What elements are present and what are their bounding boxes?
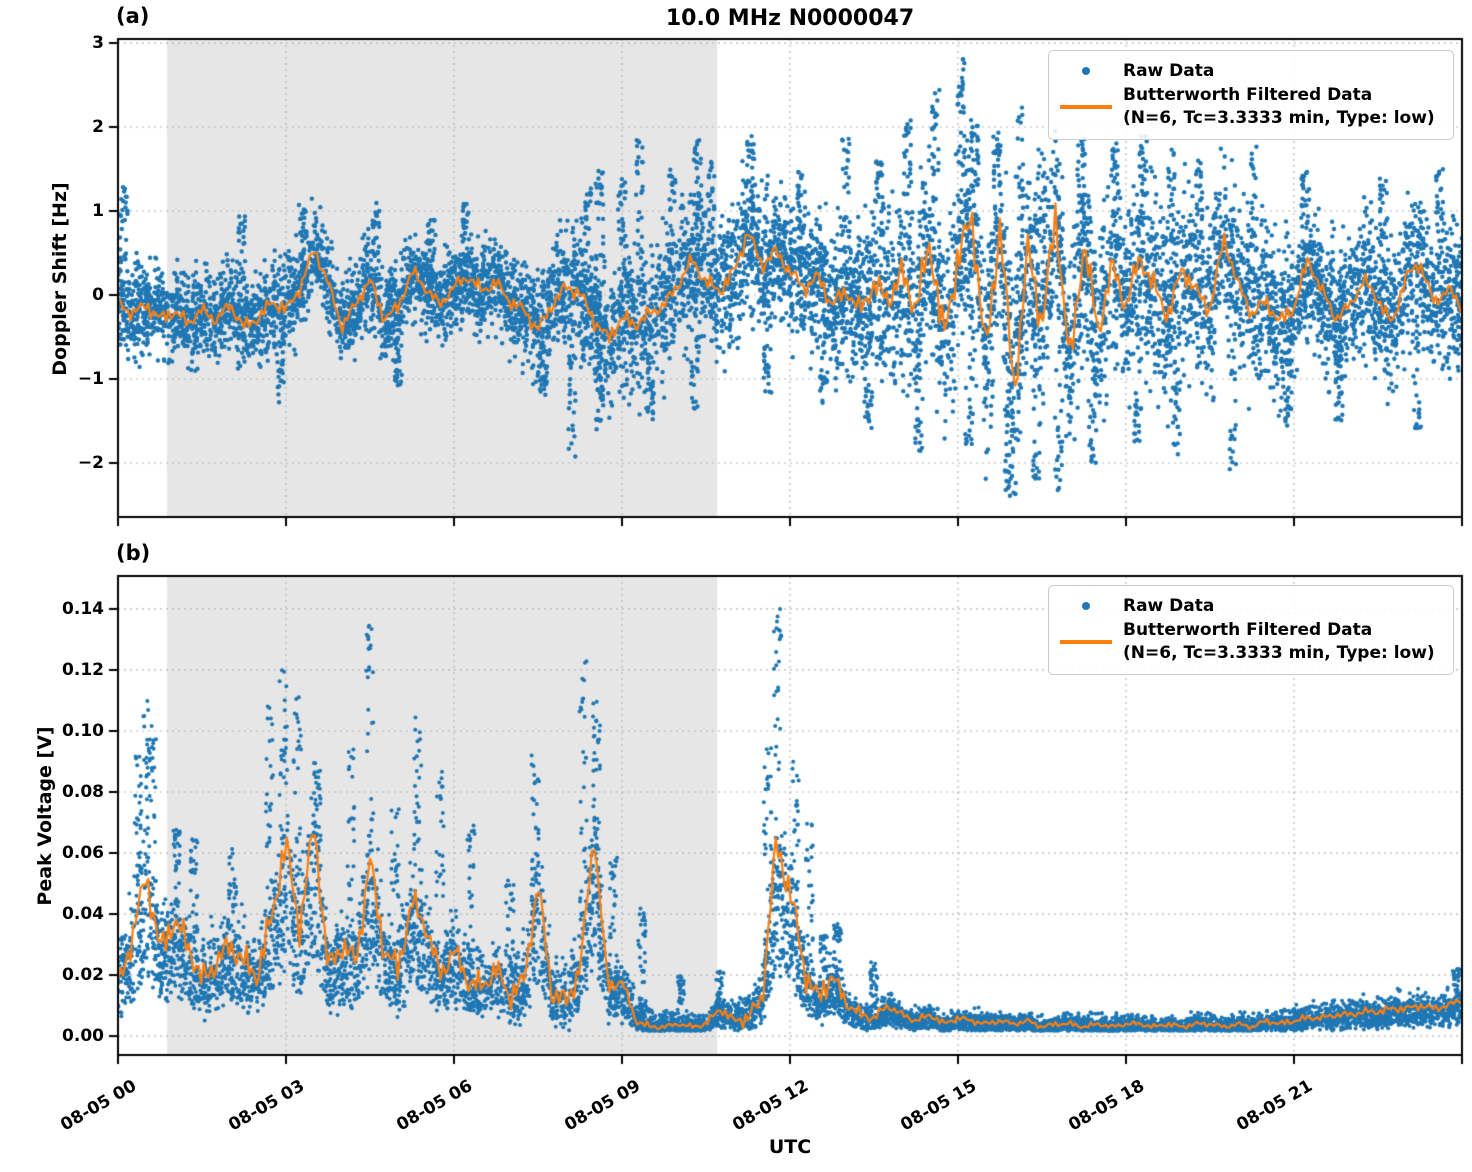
legend-filtered-line1: Butterworth Filtered Data [1123,620,1373,641]
filtered-marker-slot [1057,105,1115,109]
raw-data-marker-slot [1057,67,1115,76]
ytick-label: 1 [92,201,104,222]
filtered-line-icon [1060,105,1112,109]
ytick-label: 2 [92,117,104,138]
filtered-line-icon [1060,640,1112,644]
ytick-label: −2 [77,452,104,473]
panel-a-y-axis-label: Doppler Shift [Hz] [49,182,71,376]
legend-row-raw: Raw Data [1057,595,1443,617]
legend-row-filtered: Butterworth Filtered Data (N=6, Tc=3.333… [1057,619,1443,664]
legend-filtered-line1: Butterworth Filtered Data [1123,85,1373,106]
filtered-marker-slot [1057,640,1115,644]
raw-data-marker-slot [1057,602,1115,611]
legend-filtered-label: Butterworth Filtered Data (N=6, Tc=3.333… [1123,84,1435,129]
x-axis-label: UTC [768,1136,812,1158]
panel-a-label: (a) [116,4,150,28]
panel-a-legend: Raw Data Butterworth Filtered Data (N=6,… [1048,50,1454,141]
ytick-label: 0.10 [62,720,104,741]
legend-filtered-label: Butterworth Filtered Data (N=6, Tc=3.333… [1123,619,1435,664]
ytick-label: 3 [92,33,104,54]
ytick-label: 0.06 [62,843,104,864]
ytick-label: −1 [77,369,104,389]
ytick-label: 0.04 [62,904,104,925]
raw-data-dot-icon [1082,67,1090,76]
legend-raw-label: Raw Data [1123,596,1215,616]
figure-title: 10.0 MHz N0000047 [665,6,915,31]
raw-data-dot-icon [1082,602,1090,611]
ytick-label: 0.00 [62,1026,104,1047]
legend-filtered-line2: (N=6, Tc=3.3333 min, Type: low) [1123,107,1435,128]
ytick-label: 0.14 [62,598,104,619]
legend-row-filtered: Butterworth Filtered Data (N=6, Tc=3.333… [1057,84,1443,129]
legend-row-raw: Raw Data [1057,60,1443,82]
ytick-label: 0.12 [62,659,104,680]
panel-b-legend: Raw Data Butterworth Filtered Data (N=6,… [1048,585,1454,676]
legend-filtered-line2: (N=6, Tc=3.3333 min, Type: low) [1123,642,1435,663]
ytick-label: 0.08 [62,782,104,802]
ytick-label: 0.02 [62,965,104,986]
panel-b-label: (b) [116,541,151,565]
ytick-label: 0 [92,285,104,305]
legend-raw-label: Raw Data [1123,61,1215,81]
